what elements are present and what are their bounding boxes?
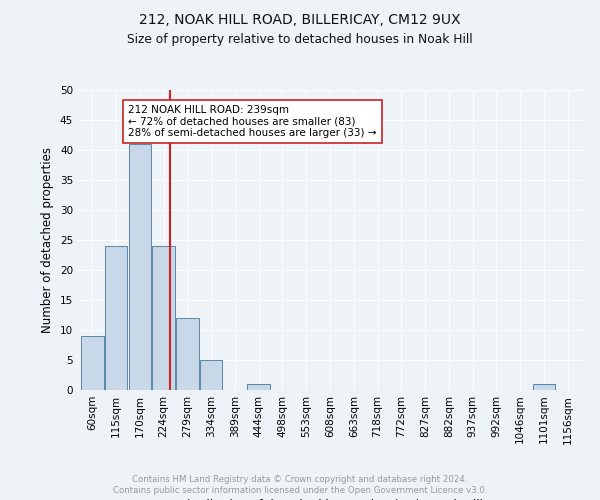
Bar [176,318,199,390]
Bar [200,360,223,390]
Bar [105,246,127,390]
Text: Contains HM Land Registry data © Crown copyright and database right 2024.: Contains HM Land Registry data © Crown c… [132,475,468,484]
Y-axis label: Number of detached properties: Number of detached properties [41,147,55,333]
Text: 212 NOAK HILL ROAD: 239sqm
← 72% of detached houses are smaller (83)
28% of semi: 212 NOAK HILL ROAD: 239sqm ← 72% of deta… [128,105,376,138]
Bar [247,384,270,390]
Bar [533,384,555,390]
Bar [128,144,151,390]
Text: Size of property relative to detached houses in Noak Hill: Size of property relative to detached ho… [127,32,473,46]
Text: Contains public sector information licensed under the Open Government Licence v3: Contains public sector information licen… [113,486,487,495]
Bar [81,336,104,390]
Text: 212, NOAK HILL ROAD, BILLERICAY, CM12 9UX: 212, NOAK HILL ROAD, BILLERICAY, CM12 9U… [139,12,461,26]
Bar [152,246,175,390]
X-axis label: Distribution of detached houses by size in Noak Hill: Distribution of detached houses by size … [178,499,482,500]
